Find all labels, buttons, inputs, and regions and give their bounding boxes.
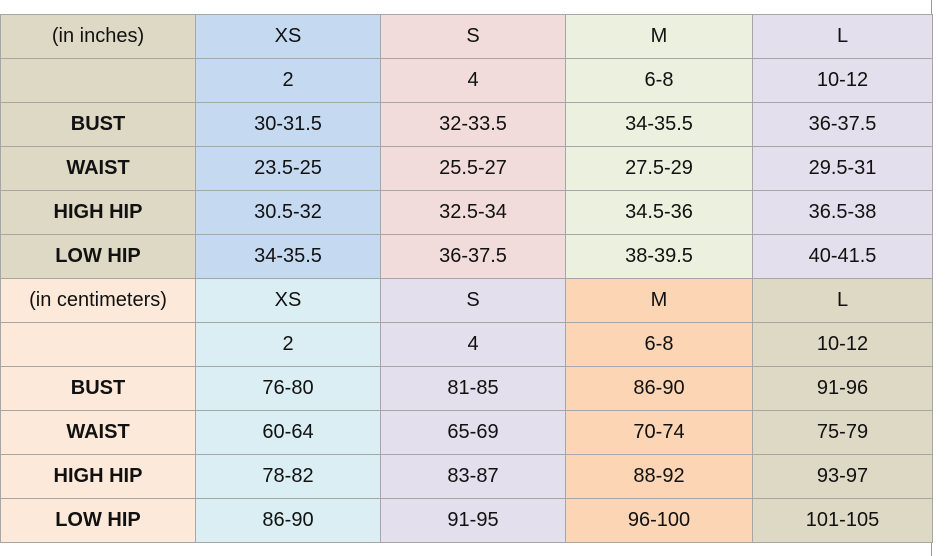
- size-number: 4: [380, 322, 566, 367]
- measure-value: 101-105: [752, 498, 933, 543]
- measure-row: WAIST 23.5-25 25.5-27 27.5-29 29.5-31: [0, 146, 933, 191]
- measure-value: 65-69: [380, 410, 566, 455]
- measure-row: LOW HIP 86-90 91-95 96-100 101-105: [0, 498, 933, 543]
- measure-value: 75-79: [752, 410, 933, 455]
- size-label: L: [752, 278, 933, 323]
- measure-value: 96-100: [565, 498, 753, 543]
- measure-value: 27.5-29: [565, 146, 753, 191]
- measure-value: 38-39.5: [565, 234, 753, 279]
- size-label: L: [752, 14, 933, 59]
- empty-cell: [0, 322, 196, 367]
- measure-row: BUST 76-80 81-85 86-90 91-96: [0, 366, 933, 411]
- measure-label: BUST: [0, 102, 196, 147]
- measure-value: 78-82: [195, 454, 381, 499]
- size-number: 10-12: [752, 322, 933, 367]
- measure-value: 34.5-36: [565, 190, 753, 235]
- measure-value: 81-85: [380, 366, 566, 411]
- size-label: S: [380, 14, 566, 59]
- measure-value: 36-37.5: [752, 102, 933, 147]
- measure-label: WAIST: [0, 146, 196, 191]
- size-label: XS: [195, 14, 381, 59]
- unit-label: (in centimeters): [0, 278, 196, 323]
- table-body: (in inches) XS S M L 2 4 6-8 10-12 BUST 30-31.5 32-…: [0, 14, 933, 543]
- measure-label: HIGH HIP: [0, 190, 196, 235]
- number-row: 2 4 6-8 10-12: [0, 322, 933, 367]
- measure-value: 29.5-31: [752, 146, 933, 191]
- header-row: (in centimeters) XS S M L: [0, 278, 933, 323]
- size-number: 6-8: [565, 58, 753, 103]
- measure-value: 91-96: [752, 366, 933, 411]
- measure-label: BUST: [0, 366, 196, 411]
- size-table: (in inches) XS S M L 2 4 6-8 10-12 BUST 30-31.5 32-…: [0, 14, 933, 543]
- measure-value: 91-95: [380, 498, 566, 543]
- measure-row: HIGH HIP 30.5-32 32.5-34 34.5-36 36.5-38: [0, 190, 933, 235]
- measure-label: LOW HIP: [0, 234, 196, 279]
- size-label: S: [380, 278, 566, 323]
- size-number: 10-12: [752, 58, 933, 103]
- measure-value: 36.5-38: [752, 190, 933, 235]
- number-row: 2 4 6-8 10-12: [0, 58, 933, 103]
- header-row: (in inches) XS S M L: [0, 14, 933, 59]
- measure-value: 86-90: [565, 366, 753, 411]
- measure-label: HIGH HIP: [0, 454, 196, 499]
- measure-value: 32.5-34: [380, 190, 566, 235]
- size-label: M: [565, 278, 753, 323]
- size-number: 4: [380, 58, 566, 103]
- measure-value: 86-90: [195, 498, 381, 543]
- size-number: 2: [195, 322, 381, 367]
- measure-row: WAIST 60-64 65-69 70-74 75-79: [0, 410, 933, 455]
- size-number: 6-8: [565, 322, 753, 367]
- measure-value: 25.5-27: [380, 146, 566, 191]
- measure-value: 36-37.5: [380, 234, 566, 279]
- size-label: XS: [195, 278, 381, 323]
- measure-value: 70-74: [565, 410, 753, 455]
- measure-value: 34-35.5: [195, 234, 381, 279]
- measure-label: WAIST: [0, 410, 196, 455]
- measure-value: 32-33.5: [380, 102, 566, 147]
- measure-value: 76-80: [195, 366, 381, 411]
- size-label: M: [565, 14, 753, 59]
- empty-cell: [0, 58, 196, 103]
- measure-row: LOW HIP 34-35.5 36-37.5 38-39.5 40-41.5: [0, 234, 933, 279]
- measure-value: 34-35.5: [565, 102, 753, 147]
- measure-value: 40-41.5: [752, 234, 933, 279]
- measure-label: LOW HIP: [0, 498, 196, 543]
- measure-value: 30-31.5: [195, 102, 381, 147]
- measure-row: BUST 30-31.5 32-33.5 34-35.5 36-37.5: [0, 102, 933, 147]
- measure-value: 88-92: [565, 454, 753, 499]
- measure-value: 23.5-25: [195, 146, 381, 191]
- measure-value: 60-64: [195, 410, 381, 455]
- unit-label: (in inches): [0, 14, 196, 59]
- measure-value: 83-87: [380, 454, 566, 499]
- measure-row: HIGH HIP 78-82 83-87 88-92 93-97: [0, 454, 933, 499]
- measure-value: 93-97: [752, 454, 933, 499]
- size-number: 2: [195, 58, 381, 103]
- measure-value: 30.5-32: [195, 190, 381, 235]
